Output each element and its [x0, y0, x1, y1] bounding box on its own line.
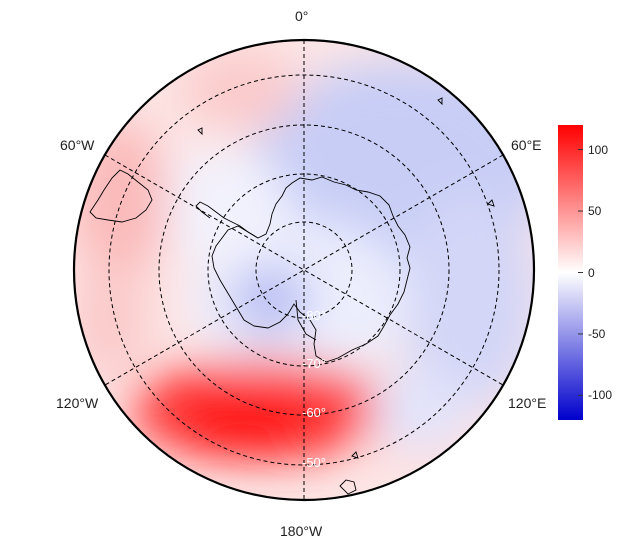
antarctica-coastline	[211, 176, 411, 363]
ross-ice-shelf-edge	[295, 299, 317, 341]
lon-label-60e: 60°E	[511, 137, 542, 153]
colorbar-tick-label-4: -100	[588, 388, 613, 403]
lon-label-120w: 120°W	[56, 395, 99, 411]
colorbar	[558, 125, 583, 420]
lat-circle-60	[158, 124, 450, 416]
lat-label-70: -70°	[302, 356, 326, 371]
colorbar-tick-label-2: 0	[588, 265, 595, 280]
lon-label-120e: 120°E	[508, 395, 547, 411]
island-north	[437, 97, 443, 106]
lon-label-60w: 60°W	[60, 137, 95, 153]
latitude-labels: -80° -70° -60° -50°	[302, 308, 326, 470]
tasmania-coast	[351, 451, 359, 459]
colorbar-tick-label-3: -50	[588, 326, 606, 341]
coastlines	[89, 97, 495, 495]
lon-label-0: 0°	[295, 8, 309, 24]
antarctic-peninsula-coast	[195, 201, 259, 239]
south-america-tip	[89, 169, 153, 223]
lon-label-180w: 180°W	[280, 523, 323, 539]
new-zealand-coast	[339, 479, 357, 495]
island-northwest	[197, 127, 203, 136]
anomaly-field	[74, 40, 534, 500]
colorbar-ticks	[578, 149, 583, 396]
gridlines	[104, 40, 504, 500]
island-east	[487, 199, 495, 207]
colorbar-tick-label-0: 100	[588, 142, 609, 157]
colorbar-tick-label-1: 50	[588, 204, 602, 219]
map-boundary	[72, 38, 536, 502]
lat-label-50: -50°	[302, 455, 326, 470]
lat-label-80: -80°	[302, 308, 326, 323]
lat-label-60: -60°	[302, 405, 326, 420]
